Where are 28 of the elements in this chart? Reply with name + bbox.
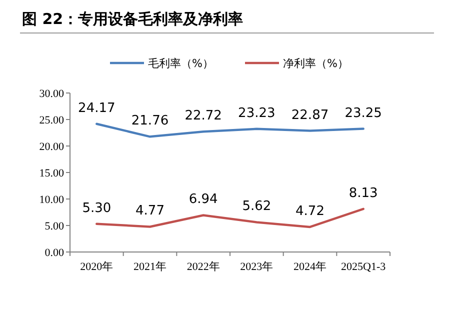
x-tick-label: 2024年 [294,261,326,273]
x-tick-label: 2023年 [240,261,274,273]
x-tick-label: 2021年 [134,261,166,273]
data-label: 22.72 [184,108,222,124]
x-tick-label: 2025Q1-3 [341,261,386,273]
data-label: 4.77 [136,204,164,219]
y-tick-label: 0.00 [44,247,64,259]
legend-label: 净利率（%） [283,57,348,70]
data-label: 4.72 [296,204,324,219]
y-tick-label: 20.00 [39,141,64,153]
y-tick-label: 10.00 [39,194,64,206]
legend-label: 毛利率（%） [148,57,214,70]
data-label: 6.94 [188,192,218,208]
chart-title: 图 22：专用设备毛利率及净利率 [22,10,244,28]
data-label: 8.13 [348,186,378,201]
y-tick-label: 25.00 [39,114,64,126]
y-tick-label: 15.00 [39,168,64,180]
y-tick-label: 5.00 [44,220,64,232]
x-tick-label: 2022年 [186,261,220,273]
data-label: 21.76 [131,114,169,129]
data-label: 23.23 [238,106,276,121]
data-label: 24.17 [78,100,116,116]
data-label: 22.87 [291,108,329,123]
data-label: 23.25 [344,106,382,121]
x-tick-label: 2020年 [80,261,114,273]
data-label: 5.30 [82,200,112,216]
y-tick-label: 30.00 [39,88,64,100]
data-label: 5.62 [242,199,272,214]
